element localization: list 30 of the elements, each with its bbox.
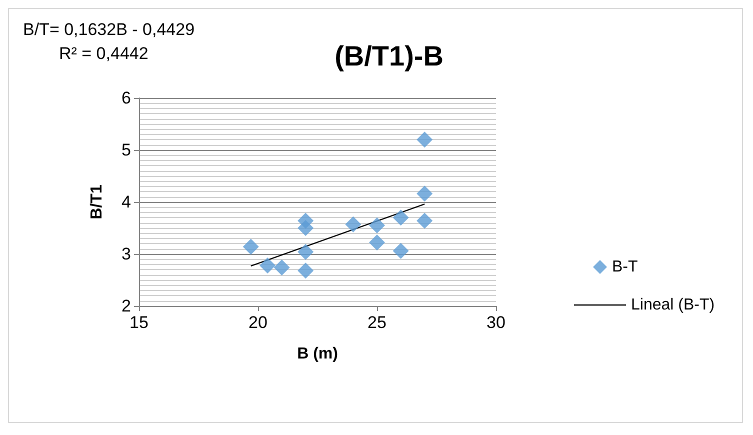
x-axis-title: B (m) bbox=[297, 346, 338, 362]
point bbox=[392, 210, 409, 226]
y-tick-label: 6 bbox=[122, 88, 131, 108]
point bbox=[369, 217, 385, 234]
point bbox=[416, 186, 433, 202]
y-tick-label: 2 bbox=[122, 296, 131, 316]
point bbox=[298, 262, 314, 279]
x-tick-label: 15 bbox=[130, 313, 148, 332]
x-tick-label: 25 bbox=[368, 313, 386, 332]
legend-label: Lineal (B-T) bbox=[631, 296, 715, 314]
chart-title: (B/T1)-B bbox=[334, 40, 444, 72]
y-axis-title: B/T1 bbox=[88, 184, 106, 220]
point bbox=[345, 216, 362, 232]
point bbox=[392, 242, 409, 259]
x-tick-label: 30 bbox=[486, 313, 506, 332]
point bbox=[298, 244, 314, 260]
point bbox=[416, 212, 433, 229]
text: B/T= 0,1632B - 0,4429 bbox=[23, 20, 195, 39]
point bbox=[242, 238, 259, 255]
point bbox=[369, 234, 385, 251]
text: R² = 0,4442 bbox=[59, 44, 148, 63]
point bbox=[274, 260, 290, 276]
y-tick-label: 3 bbox=[122, 244, 131, 264]
point bbox=[260, 257, 276, 274]
legend-label: B-T bbox=[612, 258, 638, 276]
y-tick-label: 4 bbox=[122, 192, 131, 212]
y-tick-label: 5 bbox=[122, 140, 131, 160]
x-tick-label: 20 bbox=[248, 313, 268, 332]
point bbox=[416, 132, 433, 148]
point bbox=[298, 220, 314, 236]
